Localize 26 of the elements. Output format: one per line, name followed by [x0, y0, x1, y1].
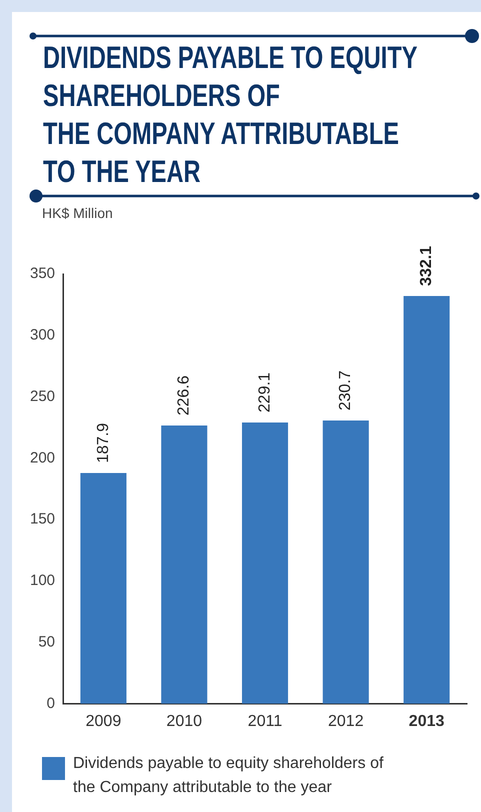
y-tick-label: 250	[30, 388, 56, 405]
data-label: 332.1	[418, 246, 436, 286]
y-tick-label: 200	[30, 449, 56, 466]
y-axis-title: HK$ Million	[42, 205, 113, 221]
y-tick-label: 100	[30, 572, 56, 590]
bar	[242, 422, 288, 704]
y-tick-label: 350	[30, 265, 56, 282]
x-tick-label: 2011	[248, 712, 282, 730]
bar	[80, 473, 126, 704]
x-tick-label: 2013	[408, 712, 444, 730]
data-label: 229.1	[256, 372, 274, 412]
x-tick-label: 2010	[166, 712, 202, 730]
data-label: 230.7	[337, 370, 354, 410]
x-tick-label: 2012	[328, 712, 364, 730]
y-tick-label: 0	[46, 694, 56, 712]
y-tick-label: 300	[30, 326, 56, 344]
data-label: 226.6	[176, 375, 193, 416]
bar	[404, 296, 450, 704]
legend-label: Dividends payable to equity shareholders of the Company attributable to the year	[73, 754, 384, 798]
y-tick-label: 50	[38, 634, 56, 651]
bar	[322, 420, 369, 704]
y-tick-label: 150	[30, 510, 56, 528]
x-tick-label: 2009	[86, 712, 122, 730]
chart-title: DIVIDENDS PAYABLE TO EQUITY SHAREHOLDERS OF THE COMPANY ATTRIBUTABLE TO THE YEAR	[43, 39, 418, 191]
data-label: 187.9	[94, 422, 112, 464]
bar	[161, 426, 208, 704]
